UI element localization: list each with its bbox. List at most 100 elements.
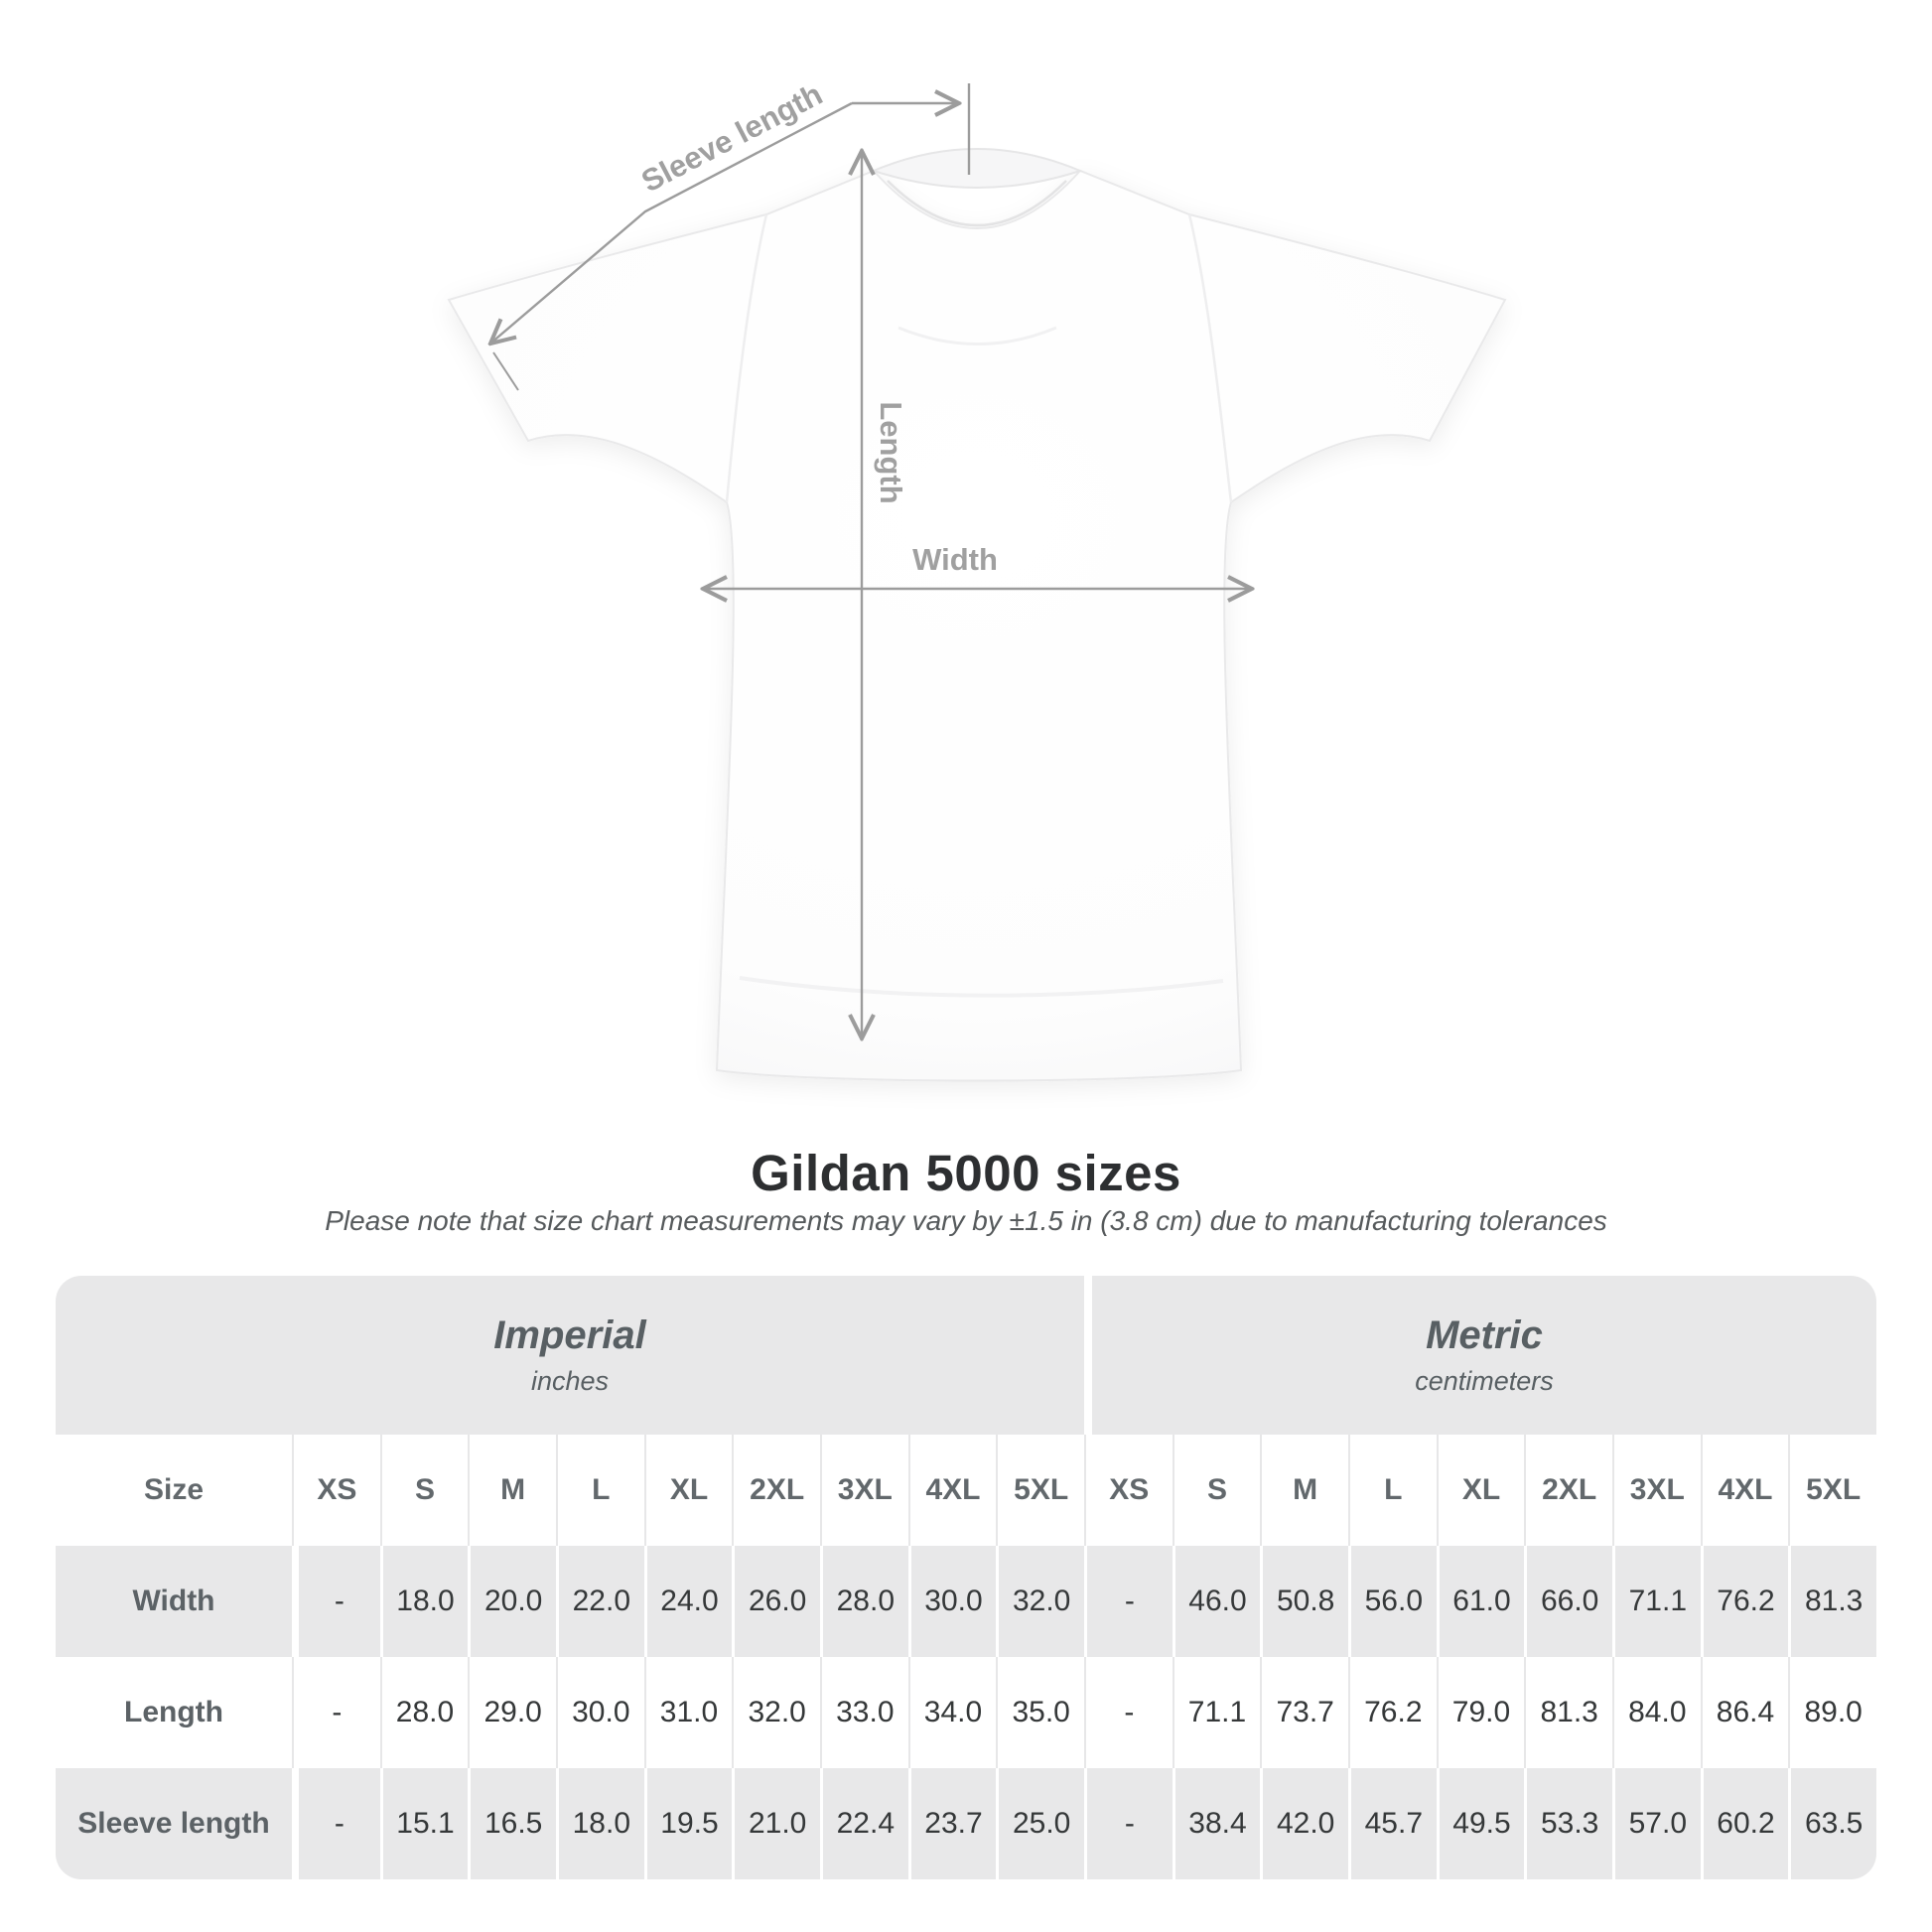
measurement-cell: 57.0 <box>1611 1768 1701 1879</box>
measurement-cell: - <box>292 1657 380 1768</box>
measurement-cell: 45.7 <box>1347 1768 1437 1879</box>
measurement-cell: 89.0 <box>1788 1657 1876 1768</box>
measurement-cell: 32.0 <box>996 1546 1084 1657</box>
measurement-cell: 76.2 <box>1347 1657 1437 1768</box>
size-header-cell: L <box>555 1435 644 1546</box>
tshirt-body <box>447 169 1507 1082</box>
size-header-cell: 5XL <box>1788 1435 1876 1546</box>
cuff-extension-tick <box>492 351 519 391</box>
measurement-cell: 30.0 <box>555 1657 644 1768</box>
measurement-cell: 66.0 <box>1524 1546 1612 1657</box>
measurement-cell: 81.3 <box>1524 1657 1612 1768</box>
measurement-cell: 35.0 <box>996 1657 1084 1768</box>
size-header-cell: S <box>1172 1435 1261 1546</box>
page-title: Gildan 5000 sizes <box>751 1145 1181 1201</box>
tshirt-right-sleeve-seam <box>1187 213 1233 503</box>
measurement-cell: 49.5 <box>1436 1768 1525 1879</box>
size-header-cell: M <box>468 1435 556 1546</box>
measurement-cell: 63.5 <box>1788 1768 1876 1879</box>
measurement-cell: 79.0 <box>1436 1657 1525 1768</box>
measurement-cell: 61.0 <box>1436 1546 1525 1657</box>
size-header-cell: M <box>1260 1435 1348 1546</box>
size-column-header: Size <box>56 1435 292 1546</box>
width-label: Width <box>912 542 998 577</box>
unit-band-row: Imperial inches Metric centimeters <box>56 1276 1876 1435</box>
measurement-cell: 46.0 <box>1172 1546 1261 1657</box>
tshirt-wrinkle <box>897 326 1057 345</box>
measurement-cell: 81.3 <box>1788 1546 1876 1657</box>
row-label: Length <box>56 1657 292 1768</box>
measurement-cell: 50.8 <box>1260 1546 1348 1657</box>
measurement-cell: 42.0 <box>1260 1768 1348 1879</box>
measurement-cell: 19.5 <box>643 1768 733 1879</box>
measurement-cell: - <box>292 1546 380 1657</box>
table-row-width: Width - 18.0 20.0 22.0 24.0 26.0 28.0 30… <box>56 1546 1876 1657</box>
measurement-cell: 76.2 <box>1700 1546 1789 1657</box>
measurement-cell: 71.1 <box>1611 1546 1701 1657</box>
size-table: Imperial inches Metric centimeters Size … <box>56 1276 1876 1879</box>
measurement-cell: 33.0 <box>819 1657 908 1768</box>
length-label: Length <box>874 401 908 503</box>
dimension-lines <box>490 83 1252 1038</box>
size-header-cell: 4XL <box>1700 1435 1789 1546</box>
measurement-cell: 60.2 <box>1700 1768 1789 1879</box>
measurement-cell: 73.7 <box>1260 1657 1348 1768</box>
measurement-cell: - <box>1083 1768 1173 1879</box>
measurement-cell: 23.7 <box>907 1768 997 1879</box>
row-label: Width <box>56 1546 292 1657</box>
size-header-cell: L <box>1347 1435 1437 1546</box>
size-header-cell: XL <box>1436 1435 1525 1546</box>
measurement-cell: 16.5 <box>468 1768 556 1879</box>
metric-band-title: Metric <box>1426 1313 1543 1357</box>
measurement-cell: 53.3 <box>1524 1768 1612 1879</box>
measurement-cell: 21.0 <box>732 1768 820 1879</box>
imperial-band-unit: inches <box>530 1366 610 1396</box>
measurement-cell: 28.0 <box>379 1657 469 1768</box>
measurement-cell: 22.0 <box>555 1546 644 1657</box>
imperial-band-title: Imperial <box>493 1313 646 1357</box>
measurement-cell: - <box>1083 1657 1173 1768</box>
measurement-cell: 25.0 <box>996 1768 1084 1879</box>
measurement-cell: 22.4 <box>819 1768 908 1879</box>
size-header-cell: 3XL <box>819 1435 908 1546</box>
measurement-cell: 34.0 <box>907 1657 997 1768</box>
measurement-cell: 28.0 <box>819 1546 908 1657</box>
sleeve-length-label: Sleeve length <box>635 76 827 199</box>
imperial-band: Imperial inches <box>56 1276 1084 1435</box>
measurement-cell: 24.0 <box>643 1546 733 1657</box>
tshirt-measurement-diagram: Sleeve length Length Width <box>447 76 1507 1082</box>
size-header-cell: 3XL <box>1611 1435 1701 1546</box>
sleeve-length-line <box>490 101 853 344</box>
metric-band: Metric centimeters <box>1084 1276 1876 1435</box>
measurement-cell: 38.4 <box>1172 1768 1261 1879</box>
measurement-cell: 18.0 <box>379 1546 469 1657</box>
measurement-cell: 15.1 <box>379 1768 469 1879</box>
tshirt-left-sleeve-seam <box>725 213 768 503</box>
measurement-cell: 86.4 <box>1700 1657 1789 1768</box>
tshirt-collar-back <box>871 148 1083 189</box>
measurement-cell: 56.0 <box>1347 1546 1437 1657</box>
tolerance-note: Please note that size chart measurements… <box>325 1205 1607 1236</box>
tshirt-collar-rib <box>887 180 1067 227</box>
measurement-cell: 32.0 <box>732 1657 820 1768</box>
measurement-cell: - <box>1083 1546 1173 1657</box>
measurement-cell: 84.0 <box>1611 1657 1701 1768</box>
metric-band-unit: centimeters <box>1415 1366 1554 1396</box>
size-header-cell: 5XL <box>996 1435 1084 1546</box>
size-header-cell: 2XL <box>732 1435 820 1546</box>
size-header-row: Size XS S M L XL 2XL 3XL 4XL 5XL XS S M … <box>56 1435 1876 1546</box>
measurement-cell: 18.0 <box>555 1768 644 1879</box>
measurement-cell: 26.0 <box>732 1546 820 1657</box>
measurement-cell: 71.1 <box>1172 1657 1261 1768</box>
measurement-cell: - <box>292 1768 380 1879</box>
size-header-cell: 2XL <box>1524 1435 1612 1546</box>
measurement-cell: 30.0 <box>907 1546 997 1657</box>
size-header-cell: XS <box>1083 1435 1173 1546</box>
tshirt-wrinkle <box>739 976 1224 998</box>
measurement-cell: 31.0 <box>643 1657 733 1768</box>
size-header-cell: 4XL <box>907 1435 997 1546</box>
size-header-cell: XS <box>292 1435 380 1546</box>
table-row-sleeve-length: Sleeve length - 15.1 16.5 18.0 19.5 21.0… <box>56 1768 1876 1879</box>
measurement-cell: 29.0 <box>468 1657 556 1768</box>
